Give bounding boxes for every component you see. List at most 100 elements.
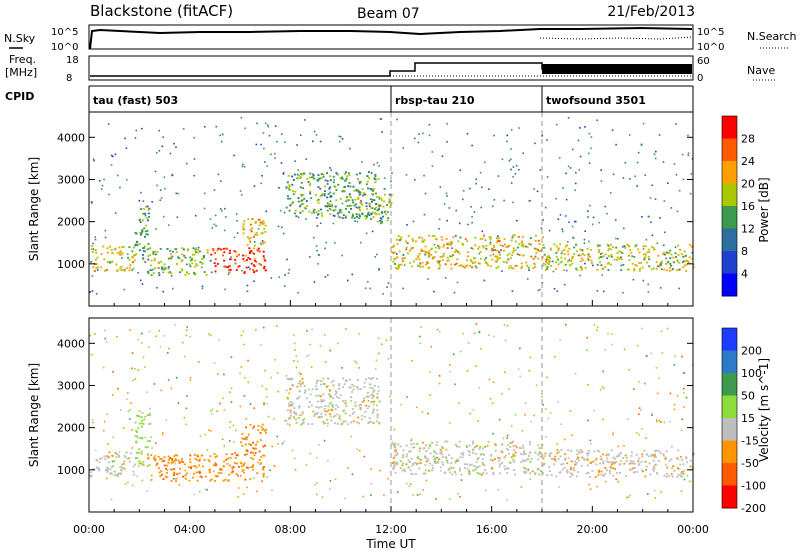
colorbar-segment [722,228,737,252]
scatter-cell [438,260,441,263]
scatter-cell [175,146,177,149]
scatter-cell [371,198,374,201]
scatter-cell [412,220,415,223]
scatter-cell [264,122,267,125]
scatter-cell [111,394,114,396]
scatter-cell [423,213,426,216]
scatter-cell [329,395,332,397]
scatter-cell [650,221,652,223]
scatter-cell [144,235,147,238]
scatter-cell [250,456,253,459]
scatter-cell [426,251,429,254]
scatter-cell [299,211,302,214]
scatter-cell [544,263,547,266]
scatter-cell [192,476,195,479]
scatter-cell [291,378,294,380]
nsearch-line [539,36,693,40]
scatter-cell [448,454,451,456]
scatter-cell [119,465,122,468]
scatter-cell [645,453,648,456]
scatter-cell [611,129,614,131]
scatter-cell [479,446,482,448]
scatter-cell [102,366,105,369]
scatter-cell [228,252,231,255]
scatter-cell [233,250,236,252]
scatter-cell [410,439,413,442]
scatter-cell [620,460,622,462]
scatter-cell [160,389,163,392]
scatter-cell [392,252,395,254]
scatter-cell [512,166,515,168]
colorbar-tick-label: 50 [741,390,755,403]
scatter-cell [137,415,140,417]
scatter-cell [679,455,682,458]
scatter-cell [506,499,509,501]
scatter-cell [550,474,553,476]
scatter-cell [380,220,383,223]
scatter-cell [104,236,107,239]
scatter-cell [536,467,539,470]
scatter-cell [234,262,237,265]
scatter-cell [593,409,596,412]
scatter-cell [594,476,597,478]
scatter-cell [320,383,323,386]
scatter-cell [514,451,517,454]
scatter-cell [142,208,145,210]
scatter-cell [198,460,201,463]
scatter-cell [658,263,661,266]
scatter-cell [686,461,689,464]
scatter-cell [276,435,279,438]
scatter-cell [254,259,257,262]
scatter-cell [216,262,219,265]
scatter-cell [511,251,514,254]
scatter-cell [486,262,489,265]
scatter-cell [590,262,593,264]
scatter-cell [234,429,237,432]
scatter-cell [495,267,498,269]
scatter-cell [370,212,373,215]
scatter-cell [172,461,175,463]
scatter-cell [355,386,358,389]
scatter-cell [229,258,232,261]
scatter-cell [454,460,457,463]
scatter-cell [422,132,424,135]
scatter-cell [324,190,327,193]
scatter-cell [171,458,174,460]
scatter-cell [289,424,291,427]
scatter-cell [383,193,386,196]
scatter-cell [183,254,186,257]
scatter-cell [532,267,535,270]
scatter-cell [126,267,129,270]
scatter-cell [492,432,494,435]
scatter-cell [378,205,381,208]
scatter-cell [195,263,198,266]
scatter-cell [520,244,523,247]
scatter-cell [638,267,641,270]
scatter-cell [92,468,95,471]
scatter-cell [355,203,358,206]
scatter-cell [657,254,660,257]
scatter-cell [302,193,305,196]
scatter-cell [344,402,347,405]
scatter-cell [92,421,94,424]
scatter-cell [233,154,235,157]
scatter-cell [399,460,402,463]
scatter-cell [608,247,611,250]
scatter-cell [181,247,184,249]
scatter-cell [358,332,360,335]
scatter-cell [301,199,304,202]
scatter-cell [418,133,420,135]
scatter-cell [242,258,245,260]
scatter-cell [262,250,265,253]
scatter-cell [435,452,438,455]
scatter-cell [550,265,553,267]
scatter-cell [315,413,318,416]
scatter-cell [373,199,376,202]
colorbar-tick-label: 20 [741,178,755,191]
scatter-cell [222,397,224,400]
scatter-cell [295,397,298,400]
scatter-cell [474,446,477,448]
scatter-cell [641,428,643,430]
scatter-cell [219,468,222,470]
scatter-cell [331,404,334,407]
